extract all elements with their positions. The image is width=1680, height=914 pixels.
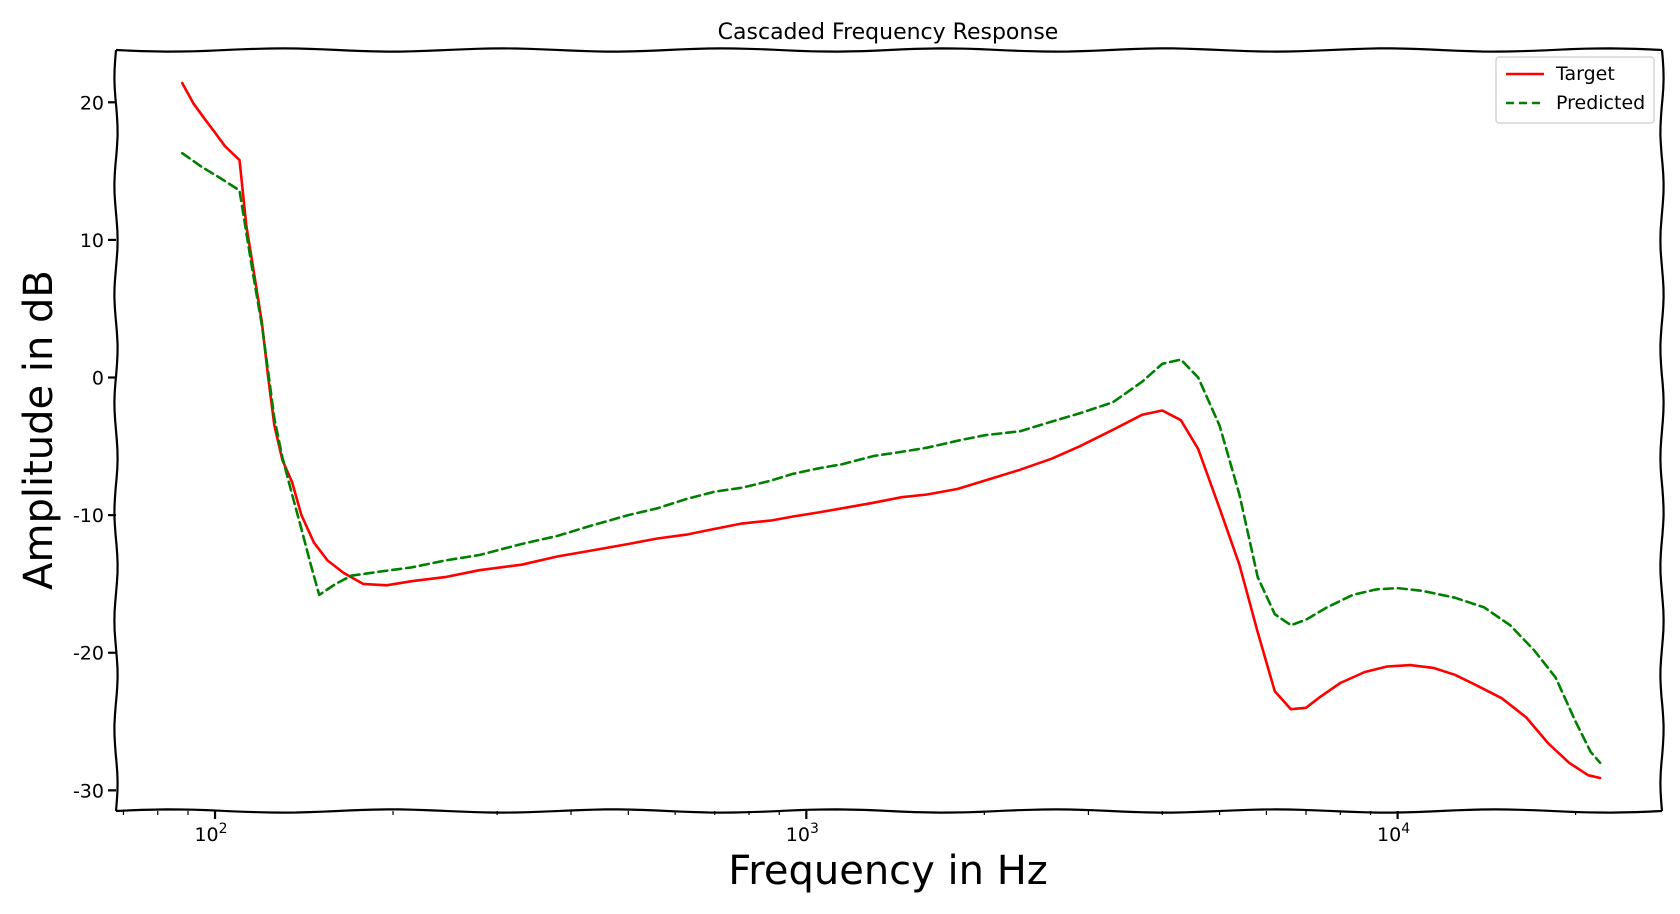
y-tick-label: 0 (92, 368, 104, 390)
series-layer (180, 81, 1602, 780)
y-tick-label: -10 (73, 505, 104, 527)
axes-border (113, 47, 1665, 814)
legend-label-predicted: Predicted (1556, 92, 1645, 114)
x-axis-label: Frequency in Hz (728, 848, 1048, 894)
y-tick-label: -20 (73, 643, 104, 665)
plot-frame (113, 47, 1665, 814)
series-line-predicted (180, 151, 1602, 765)
x-tick-label: 104 (1377, 821, 1410, 846)
series-line-target (180, 81, 1602, 780)
y-tick-label: 20 (80, 92, 104, 114)
x-axis-ticks: 102 103 104 (122, 811, 1577, 846)
y-tick-label: 10 (80, 230, 104, 252)
x-tick-label: 103 (786, 821, 819, 846)
legend-label-target: Target (1555, 63, 1615, 85)
y-axis-ticks: 20 10 0 -10 -20 -30 (73, 92, 116, 802)
y-axis-label: Amplitude in dB (16, 270, 62, 590)
legend: Target Predicted (1495, 56, 1655, 124)
x-tick-label: 102 (194, 821, 227, 846)
y-tick-label: -30 (73, 780, 104, 802)
chart-title: Cascaded Frequency Response (718, 20, 1059, 45)
